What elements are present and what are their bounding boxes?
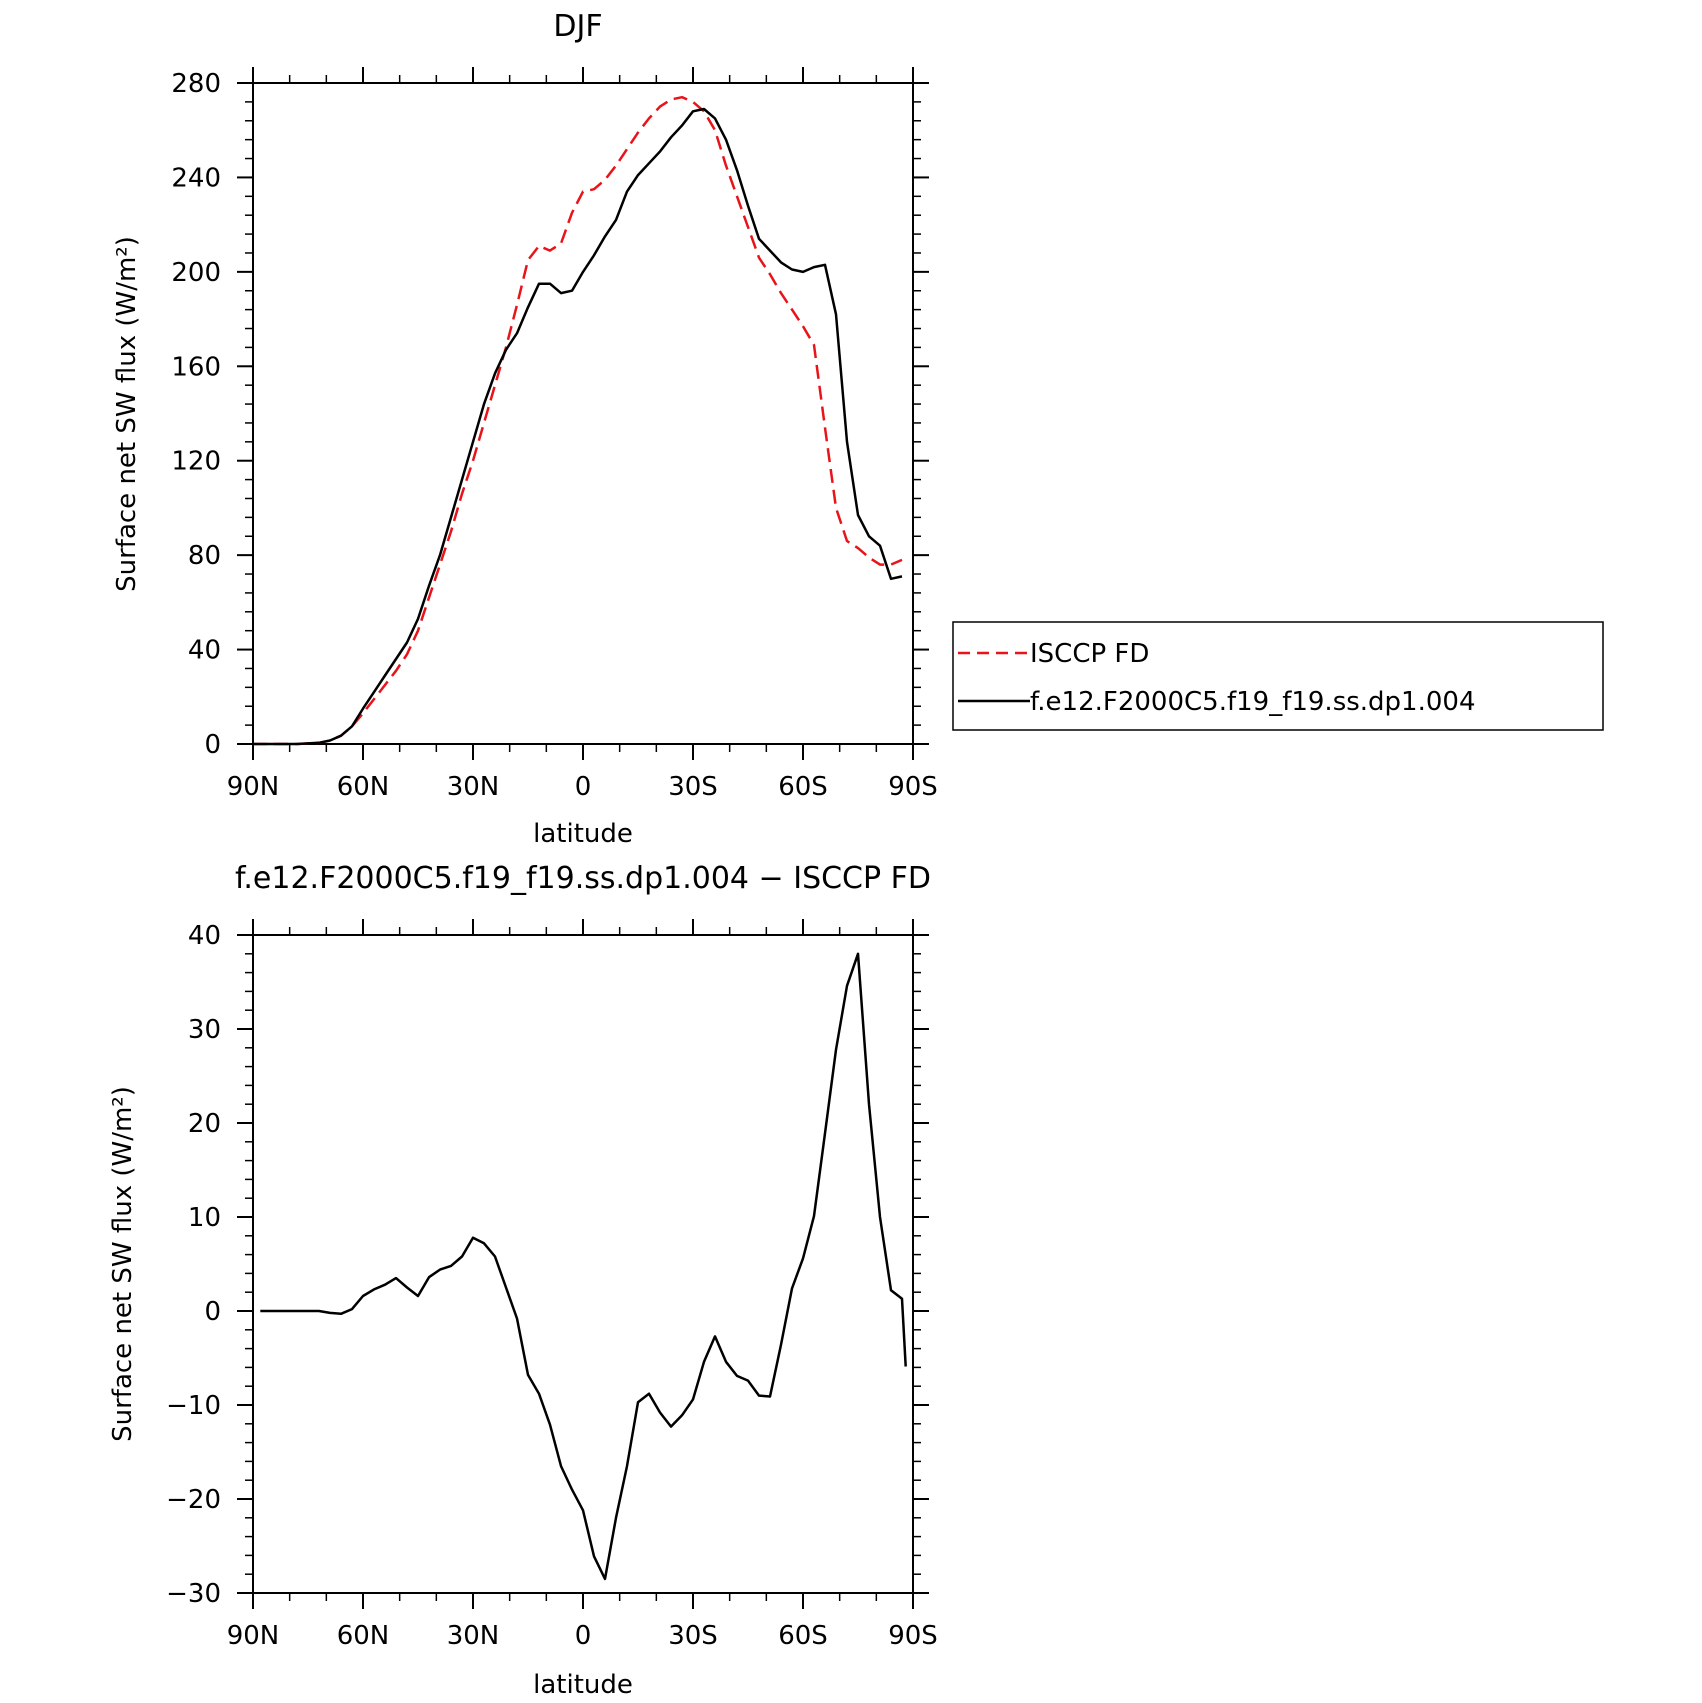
legend-label-model: f.e12.F2000C5.f19_f19.ss.dp1.004	[1030, 687, 1476, 717]
bottom-y-tick-label: −20	[166, 1485, 221, 1515]
top-y-tick-label: 0	[204, 730, 221, 760]
legend: ISCCP FD f.e12.F2000C5.f19_f19.ss.dp1.00…	[952, 621, 1604, 731]
top-x-tick-label: 30N	[447, 772, 500, 802]
bottom-x-axis-title: latitude	[533, 1670, 633, 1700]
bottom-x-tick-label: 60N	[337, 1621, 390, 1651]
bottom-y-tick-label: −30	[166, 1579, 221, 1609]
top-y-tick-label: 40	[188, 636, 221, 666]
top-panel: DJF 90N 60N 30N 0 30S 60S 90S 0 40 80 120 160 200 240…	[112, 9, 1604, 849]
top-ticks: 90N 60N 30N 0 30S 60S 90S 0 40 80 120 160 200 240 280	[171, 67, 938, 802]
top-series-line-1	[253, 107, 903, 746]
bottom-plot-frame	[252, 934, 914, 1594]
top-x-tick-label: 60S	[778, 772, 828, 802]
top-x-tick-label: 60N	[337, 772, 390, 802]
top-plot-frame	[252, 82, 914, 745]
top-series-line-0	[253, 95, 903, 746]
bottom-x-tick-label: 60S	[778, 1621, 828, 1651]
bottom-x-tick-label: 90N	[227, 1621, 280, 1651]
top-y-axis-title: Surface net SW flux (W/m²)	[112, 236, 142, 592]
top-plot-title: DJF	[553, 9, 602, 44]
top-x-tick-label: 0	[575, 772, 592, 802]
bottom-series	[260, 952, 907, 1581]
bottom-panel: f.e12.F2000C5.f19_f19.ss.dp1.004 − ISCCP…	[108, 861, 938, 1700]
top-y-tick-label: 80	[188, 541, 221, 571]
top-x-tick-label: 30S	[668, 772, 718, 802]
top-y-tick-label: 280	[171, 69, 221, 99]
top-series	[253, 95, 903, 746]
bottom-x-tick-label: 30N	[447, 1621, 500, 1651]
top-x-axis-title: latitude	[533, 819, 633, 849]
bottom-y-tick-label: 10	[188, 1203, 221, 1233]
bottom-series-line-0	[260, 952, 907, 1581]
bottom-y-tick-label: 40	[188, 921, 221, 951]
top-y-tick-label: 120	[171, 447, 221, 477]
bottom-y-tick-label: 0	[204, 1297, 221, 1327]
legend-box	[952, 621, 1604, 731]
bottom-x-tick-label: 30S	[668, 1621, 718, 1651]
bottom-y-axis-title: Surface net SW flux (W/m²)	[108, 1086, 138, 1442]
bottom-x-tick-label: 0	[575, 1621, 592, 1651]
top-x-tick-label: 90S	[888, 772, 938, 802]
bottom-y-tick-label: 20	[188, 1109, 221, 1139]
top-y-tick-label: 240	[171, 163, 221, 193]
legend-label-isccp: ISCCP FD	[1030, 639, 1149, 669]
bottom-plot-title: f.e12.F2000C5.f19_f19.ss.dp1.004 − ISCCP…	[235, 861, 931, 896]
top-y-tick-label: 160	[171, 352, 221, 382]
bottom-y-tick-label: 30	[188, 1015, 221, 1045]
bottom-x-tick-label: 90S	[888, 1621, 938, 1651]
top-x-tick-label: 90N	[227, 772, 280, 802]
bottom-y-tick-label: −10	[166, 1391, 221, 1421]
bottom-ticks: 90N 60N 30N 0 30S 60S 90S −30 −20 −10 0 10 20 30 40	[166, 919, 938, 1651]
top-y-tick-label: 200	[171, 258, 221, 288]
